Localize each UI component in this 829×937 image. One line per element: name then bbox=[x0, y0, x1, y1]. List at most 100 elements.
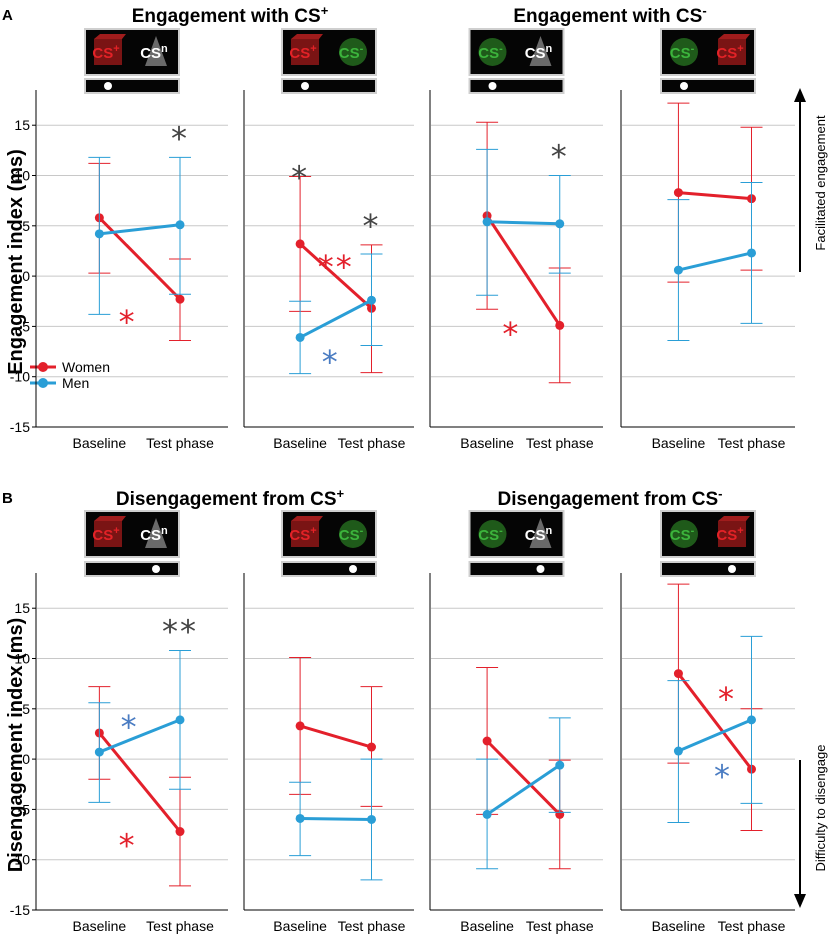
chart-panel-6: Baseline Test phase bbox=[243, 573, 414, 934]
series-line bbox=[299, 298, 373, 339]
series-women bbox=[476, 667, 571, 870]
stimulus-icon-b-4: CS- CS+ bbox=[660, 510, 756, 577]
stimulus-label: CS- bbox=[339, 43, 364, 62]
significance-star: * bbox=[291, 159, 309, 197]
y-tick-label: 0 bbox=[22, 751, 30, 767]
cube-shape bbox=[94, 39, 122, 65]
data-point bbox=[555, 219, 565, 229]
cue-bar bbox=[283, 80, 375, 92]
arrow-head bbox=[794, 88, 806, 102]
cue-bar bbox=[86, 563, 178, 575]
significance-star: * bbox=[714, 758, 732, 796]
series-men bbox=[667, 635, 763, 823]
cue-bar bbox=[470, 80, 563, 92]
stimulus-icon-a-3: CS- CSn bbox=[468, 28, 565, 94]
significance-star: * bbox=[363, 207, 381, 245]
significance-star: * bbox=[119, 303, 137, 341]
arrow-head bbox=[794, 894, 806, 908]
data-point bbox=[747, 248, 756, 258]
series-line bbox=[99, 223, 181, 236]
cue-bar bbox=[86, 80, 178, 92]
sphere-shape bbox=[670, 520, 698, 548]
significance-star: ** bbox=[162, 612, 198, 650]
cue-dot bbox=[536, 565, 545, 573]
series-line bbox=[677, 718, 753, 753]
stimulus-label: CS- bbox=[670, 525, 695, 544]
series-line bbox=[300, 816, 372, 821]
cue-dot bbox=[680, 82, 688, 90]
stimulus-icon-a-4: CS- CS+ bbox=[660, 28, 756, 94]
stimulus-label: CS- bbox=[670, 43, 695, 62]
series-line bbox=[485, 214, 562, 327]
y-tick-label: -10 bbox=[10, 369, 30, 385]
sphere-shape bbox=[339, 520, 367, 548]
panel-label-b: B bbox=[2, 490, 13, 507]
significance-star: * bbox=[718, 680, 736, 718]
significance-star: * bbox=[502, 315, 520, 353]
y-tick-label: 10 bbox=[14, 168, 30, 184]
cone-shape bbox=[145, 518, 167, 548]
series-line bbox=[486, 763, 561, 816]
data-point bbox=[482, 809, 492, 819]
legend-women-label: Women bbox=[62, 359, 110, 375]
y-tick-label: -10 bbox=[10, 852, 30, 868]
data-point bbox=[295, 239, 305, 249]
title-b-right: Disengagement from CS- bbox=[498, 486, 723, 511]
cue-bar bbox=[662, 563, 754, 575]
significance-star: * bbox=[322, 343, 340, 381]
x-tick-label: Baseline bbox=[73, 435, 127, 451]
cue-dot bbox=[104, 82, 112, 90]
data-point bbox=[673, 188, 683, 198]
y-tick-label: -15 bbox=[10, 419, 30, 435]
x-tick-label: Test phase bbox=[146, 918, 214, 934]
stimulus-label: CS- bbox=[478, 43, 503, 62]
cube-top bbox=[718, 516, 750, 521]
cube-shape bbox=[291, 39, 319, 65]
significance-star: * bbox=[121, 708, 139, 746]
legend-men-marker bbox=[38, 378, 48, 388]
y-tick-label: -15 bbox=[10, 902, 30, 918]
y-tick-label: 15 bbox=[14, 600, 30, 616]
stimulus-label: CS+ bbox=[92, 525, 119, 544]
y-tick-label: -5 bbox=[18, 318, 31, 334]
series-line bbox=[678, 251, 752, 272]
sphere-shape bbox=[339, 38, 367, 66]
data-point bbox=[94, 229, 104, 239]
significance-star: ** bbox=[318, 248, 354, 286]
arrow-difficulty-disengage bbox=[794, 760, 806, 908]
series-line bbox=[486, 739, 561, 816]
x-tick-label: Baseline bbox=[273, 435, 327, 451]
cue-dot bbox=[152, 565, 160, 573]
data-point bbox=[175, 715, 185, 725]
significance-star: * bbox=[171, 119, 189, 157]
x-tick-label: Test phase bbox=[526, 435, 594, 451]
series-men bbox=[289, 253, 383, 375]
title-a-left: Engagement with CS+ bbox=[132, 3, 329, 28]
cube-top bbox=[94, 516, 126, 521]
cone-shape bbox=[529, 36, 552, 66]
cube-top bbox=[291, 516, 323, 521]
cube-top bbox=[94, 34, 126, 39]
stimulus-icons-layer: CS+ CSn CS+ CS- CS- CSn CS- CS+CS+ CSn CS+ CS- CS- C… bbox=[84, 28, 756, 577]
stimulus-icon-a-2: CS+ CS- bbox=[281, 28, 377, 94]
cube-shape bbox=[291, 521, 319, 547]
side-label-a: Facilitated engagement bbox=[813, 115, 828, 251]
series-men bbox=[476, 717, 571, 870]
data-point bbox=[295, 721, 305, 731]
data-point bbox=[175, 827, 185, 837]
stimulus-label: CSn bbox=[140, 43, 168, 62]
y-tick-label: 10 bbox=[14, 651, 30, 667]
ylabel-b: Disengagement index (ms) bbox=[5, 618, 27, 873]
chart-panel-3: Baseline Test phase * * bbox=[429, 90, 603, 451]
x-tick-label: Baseline bbox=[73, 918, 127, 934]
cue-dot bbox=[349, 565, 357, 573]
series-men bbox=[667, 182, 763, 341]
panel-label-a: A bbox=[2, 7, 13, 24]
data-point bbox=[367, 814, 376, 824]
series-men bbox=[476, 148, 571, 296]
x-tick-label: Baseline bbox=[460, 918, 514, 934]
cone-shape bbox=[145, 36, 167, 66]
stimulus-label: CSn bbox=[525, 43, 553, 62]
data-point bbox=[295, 813, 305, 823]
